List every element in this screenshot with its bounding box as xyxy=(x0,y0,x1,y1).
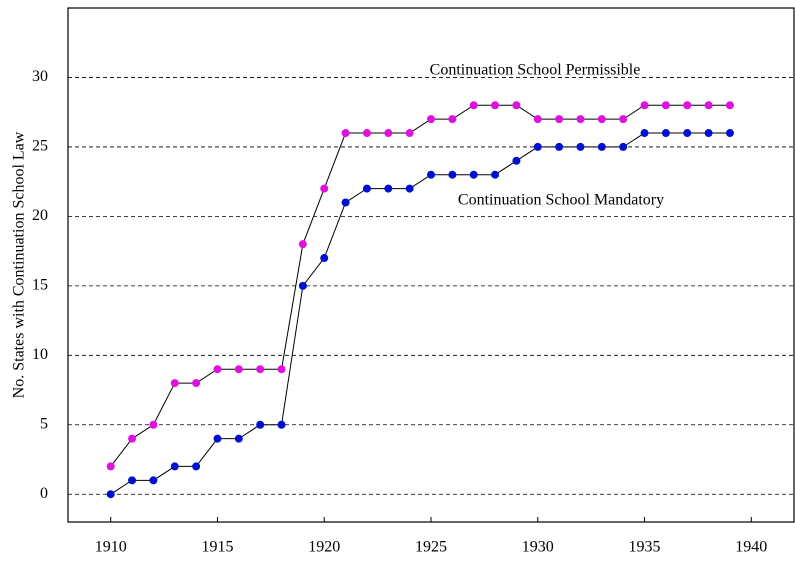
data-point xyxy=(170,462,179,471)
x-tick-label: 1915 xyxy=(201,539,233,556)
data-point xyxy=(277,420,286,429)
y-tick-label: 30 xyxy=(32,68,48,85)
data-point xyxy=(384,184,393,193)
data-point xyxy=(298,240,307,249)
data-point xyxy=(683,101,692,110)
data-point xyxy=(213,434,222,443)
x-tick-label: 1935 xyxy=(629,539,661,556)
data-point xyxy=(405,184,414,193)
data-point xyxy=(448,170,457,179)
data-point xyxy=(448,115,457,124)
series-line xyxy=(110,132,730,495)
data-point xyxy=(149,420,158,429)
data-point xyxy=(491,101,500,110)
y-tick-label: 0 xyxy=(40,485,48,502)
data-point xyxy=(640,129,649,138)
data-point xyxy=(661,101,670,110)
data-point xyxy=(341,198,350,207)
data-point xyxy=(597,115,606,124)
data-point xyxy=(320,254,329,263)
data-point xyxy=(128,434,137,443)
data-point xyxy=(725,129,734,138)
data-point xyxy=(533,115,542,124)
series-label: Continuation School Mandatory xyxy=(458,192,664,209)
data-point xyxy=(512,156,521,165)
data-point xyxy=(491,170,500,179)
data-point xyxy=(597,142,606,151)
data-point xyxy=(555,142,564,151)
data-point xyxy=(256,420,265,429)
data-point xyxy=(213,365,222,374)
data-point xyxy=(192,379,201,388)
x-tick-label: 1940 xyxy=(735,539,767,556)
data-point xyxy=(725,101,734,110)
data-point xyxy=(362,184,371,193)
data-point xyxy=(234,365,243,374)
data-point xyxy=(405,129,414,138)
series-label: Continuation School Permissible xyxy=(430,62,641,79)
data-point xyxy=(277,365,286,374)
data-point xyxy=(320,184,329,193)
data-point xyxy=(469,170,478,179)
data-point xyxy=(384,129,393,138)
data-point xyxy=(106,462,115,471)
x-tick-label: 1925 xyxy=(415,539,447,556)
data-point xyxy=(106,490,115,499)
data-point xyxy=(704,129,713,138)
data-point xyxy=(640,101,649,110)
data-point xyxy=(661,129,670,138)
data-point xyxy=(512,101,521,110)
data-point xyxy=(341,129,350,138)
data-point xyxy=(576,115,585,124)
y-tick-label: 10 xyxy=(32,346,48,363)
y-axis-label: No. States with Continuation School Law xyxy=(11,131,28,398)
data-point xyxy=(362,129,371,138)
x-tick-label: 1920 xyxy=(308,539,340,556)
data-point xyxy=(704,101,713,110)
x-tick-label: 1910 xyxy=(95,539,127,556)
data-point xyxy=(128,476,137,485)
data-point xyxy=(469,101,478,110)
data-point xyxy=(234,434,243,443)
data-point xyxy=(427,115,435,124)
plot-frame xyxy=(67,7,795,523)
y-tick-label: 5 xyxy=(40,415,48,432)
data-point xyxy=(683,129,692,138)
data-point xyxy=(192,462,201,471)
data-point xyxy=(619,142,628,151)
series-line xyxy=(110,104,730,467)
data-point xyxy=(533,142,542,151)
data-point xyxy=(298,281,307,290)
data-point xyxy=(256,365,265,374)
data-point xyxy=(555,115,564,124)
y-tick-label: 25 xyxy=(32,138,48,155)
data-point xyxy=(149,476,158,485)
y-tick-label: 20 xyxy=(32,207,48,224)
data-point xyxy=(576,142,585,151)
data-point xyxy=(619,115,628,124)
x-tick-label: 1930 xyxy=(522,539,554,556)
y-tick-label: 15 xyxy=(32,277,48,294)
data-point xyxy=(170,379,179,388)
data-point xyxy=(427,170,435,179)
